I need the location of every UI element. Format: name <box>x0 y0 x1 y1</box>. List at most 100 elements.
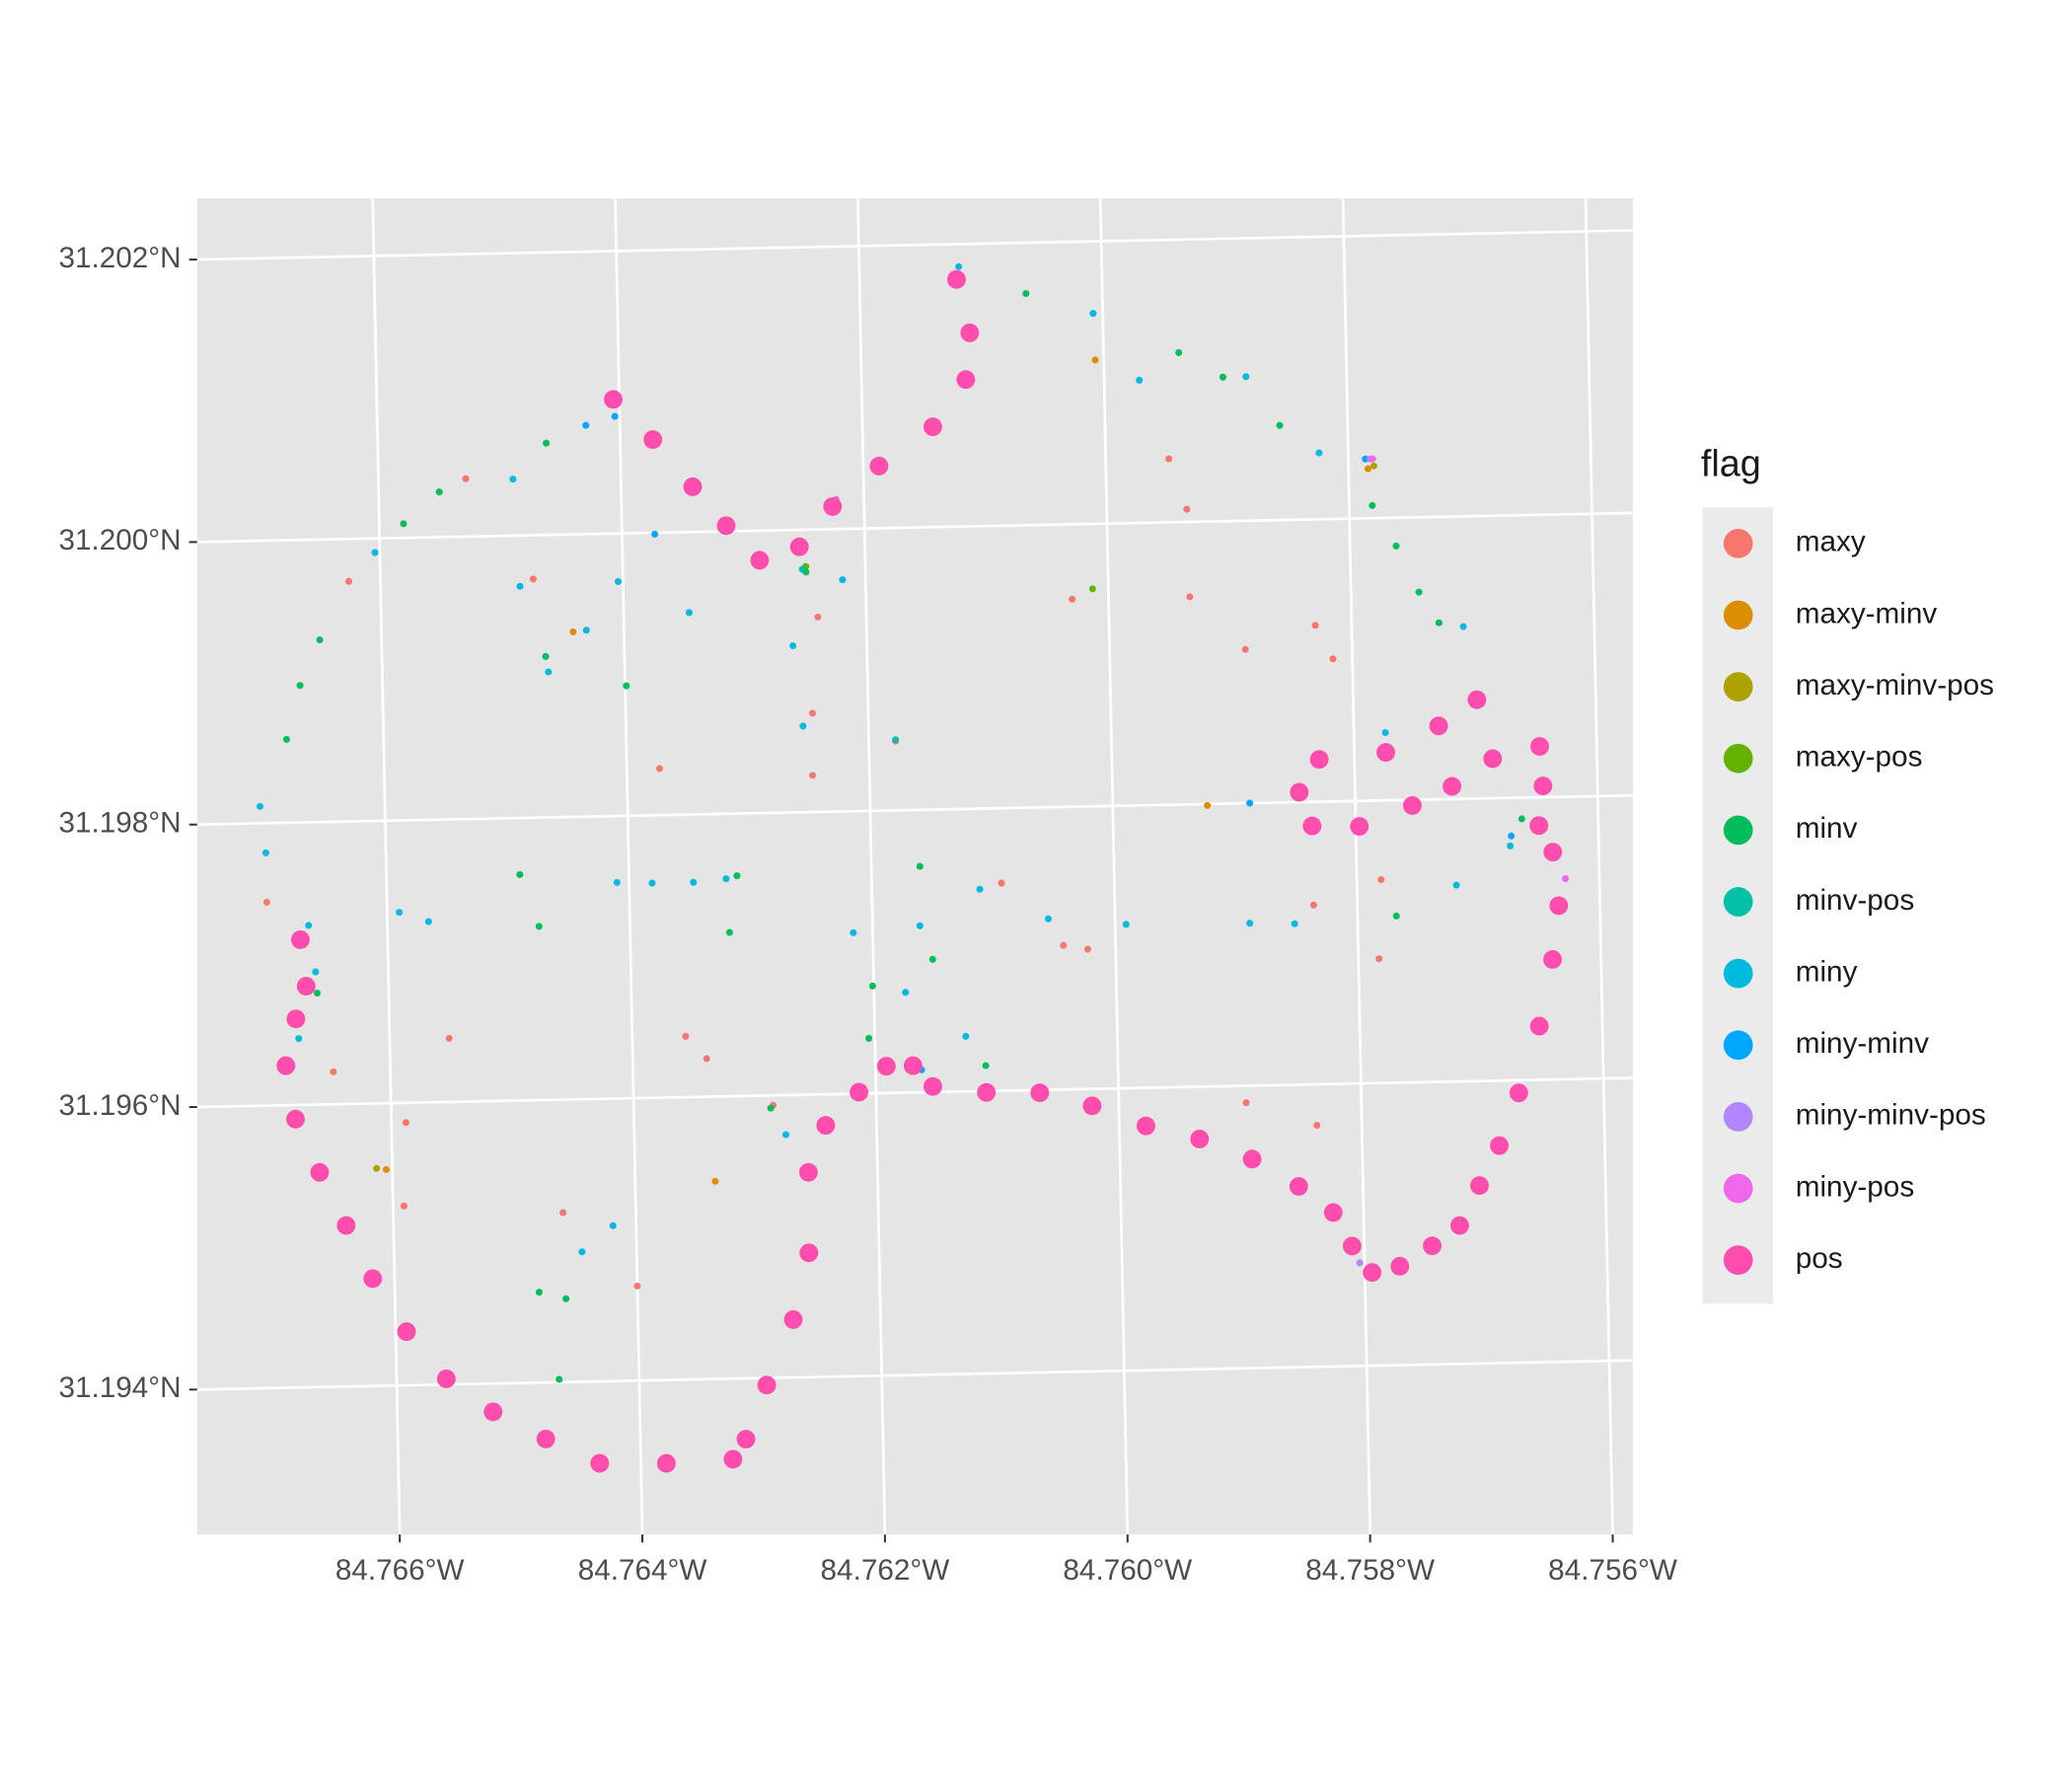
point <box>1350 817 1369 837</box>
point <box>789 642 797 650</box>
grid-line <box>196 229 1634 261</box>
legend-label: minv-pos <box>1796 884 1914 917</box>
x-tick-label: 84.764°W <box>578 1554 707 1587</box>
series <box>798 565 900 744</box>
legend-label: miny-minv-pos <box>1796 1099 1986 1132</box>
legend-label: maxy-minv <box>1796 597 1938 629</box>
point <box>1290 782 1309 802</box>
point <box>839 576 847 584</box>
point <box>789 537 809 556</box>
point <box>542 652 550 660</box>
point <box>869 456 889 476</box>
point <box>424 918 432 925</box>
series <box>383 356 1371 1185</box>
point <box>435 488 443 496</box>
point <box>1459 623 1467 630</box>
point <box>555 1375 563 1383</box>
point <box>1435 619 1443 627</box>
point <box>402 1119 409 1127</box>
point <box>750 551 770 570</box>
point <box>816 1116 836 1136</box>
point <box>685 609 693 617</box>
point <box>808 709 816 717</box>
point <box>865 1034 873 1042</box>
point <box>1323 1203 1343 1222</box>
point <box>590 1453 610 1473</box>
point <box>1543 950 1562 969</box>
point <box>956 370 976 390</box>
series <box>257 262 1515 1256</box>
point <box>1183 505 1191 513</box>
point <box>916 922 924 929</box>
point <box>436 1369 456 1388</box>
point <box>916 862 924 870</box>
point <box>1044 915 1053 923</box>
grid-line <box>196 793 1634 827</box>
point <box>336 1216 356 1235</box>
point <box>582 627 590 634</box>
point <box>1377 876 1385 884</box>
point <box>609 1221 617 1229</box>
point <box>373 1164 381 1172</box>
point <box>445 1034 453 1042</box>
point <box>305 922 313 929</box>
point <box>1375 955 1383 963</box>
point <box>1429 716 1448 736</box>
point <box>1392 542 1400 550</box>
legend-label: miny-pos <box>1796 1170 1914 1203</box>
point <box>296 682 304 690</box>
point <box>651 530 659 538</box>
point <box>757 1375 777 1395</box>
point <box>330 1068 337 1075</box>
point <box>1543 843 1563 862</box>
point <box>1364 465 1371 473</box>
point <box>1517 815 1525 823</box>
point <box>582 421 590 429</box>
legend-key <box>1723 1173 1753 1204</box>
x-tick-label: 84.756°W <box>1548 1554 1677 1587</box>
point <box>690 878 698 886</box>
point <box>1470 1176 1489 1196</box>
x-tick-label: 84.762°W <box>821 1554 950 1587</box>
point <box>623 682 630 690</box>
point <box>562 1295 570 1302</box>
point <box>1136 1116 1155 1136</box>
point <box>483 1402 503 1422</box>
point <box>1313 1121 1321 1130</box>
point <box>1329 655 1337 663</box>
point <box>1369 462 1377 470</box>
point <box>400 1202 407 1210</box>
point <box>1356 1259 1364 1267</box>
grid-line <box>196 1076 1634 1109</box>
point <box>1402 795 1422 815</box>
point <box>799 1243 819 1263</box>
point <box>578 1248 586 1256</box>
point <box>400 520 407 528</box>
point <box>1562 875 1570 883</box>
point <box>725 928 733 936</box>
point <box>1529 1016 1549 1036</box>
point <box>682 1032 690 1040</box>
point <box>1082 1096 1102 1116</box>
legend-title: flag <box>1701 444 1761 485</box>
point <box>1311 622 1319 629</box>
point <box>850 1082 869 1102</box>
point <box>543 439 551 447</box>
point <box>1342 1236 1362 1256</box>
legend-label: maxy-pos <box>1796 741 1923 774</box>
grid-line <box>1341 198 1372 1535</box>
point <box>383 1165 391 1173</box>
point <box>1390 1256 1410 1276</box>
point <box>1449 1216 1469 1235</box>
point <box>611 412 619 420</box>
legend-key <box>1723 1102 1753 1132</box>
point <box>1022 290 1030 298</box>
point <box>509 476 517 483</box>
x-tick-label: 84.758°W <box>1305 1554 1435 1587</box>
grid-line <box>614 198 644 1535</box>
point <box>1060 941 1068 949</box>
point <box>1507 842 1515 850</box>
point <box>767 1104 775 1112</box>
point <box>1302 816 1322 836</box>
point <box>1291 920 1298 927</box>
